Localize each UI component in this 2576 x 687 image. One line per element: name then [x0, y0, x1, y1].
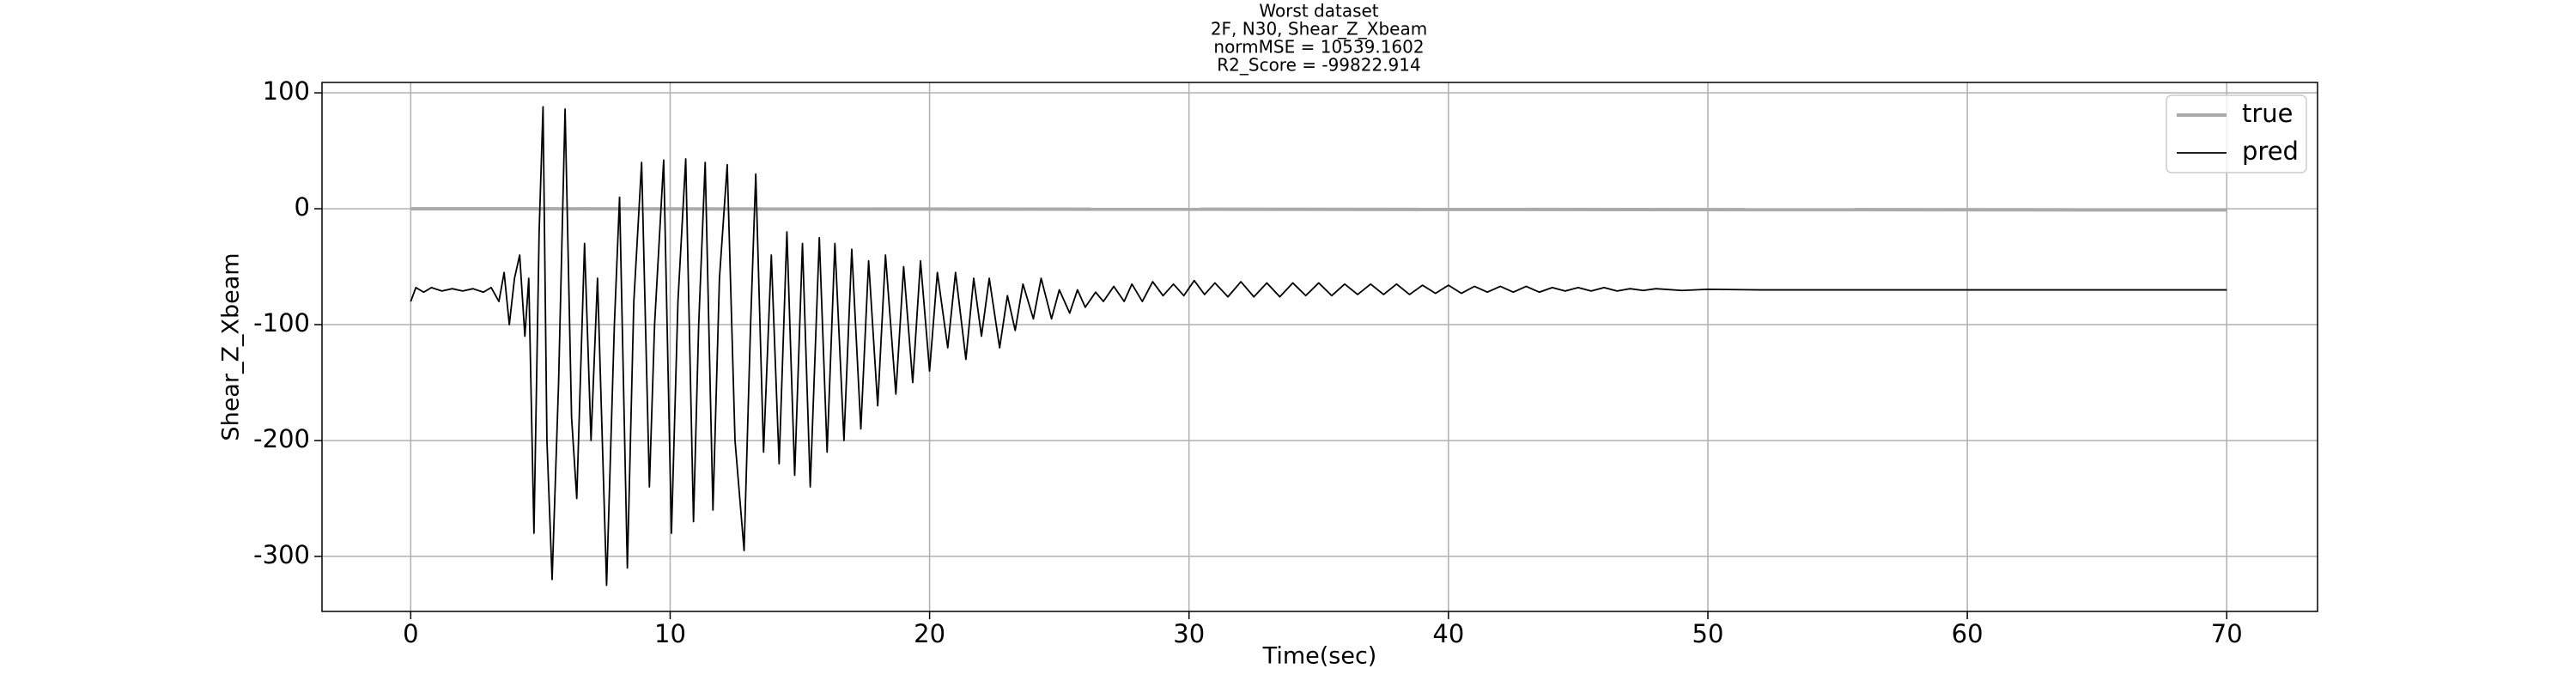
line-true [410, 207, 2227, 212]
legend-label: true [2242, 99, 2293, 128]
y-tick-label: -300 [253, 540, 310, 569]
y-axis-label: Shear_Z_Xbeam [218, 252, 245, 441]
x-tick-label: 70 [2211, 619, 2243, 648]
chart-title: 2F, N30, Shear_Z_Xbeam [1211, 19, 1427, 40]
chart-title: normMSE = 10539.1602 [1213, 37, 1424, 58]
y-tick-label: -200 [253, 424, 310, 453]
y-tick-label: 0 [295, 192, 310, 222]
chart-title: R2_Score = -99822.914 [1217, 55, 1420, 76]
x-axis-label: Time(sec) [1262, 643, 1377, 670]
line-pred [410, 106, 2227, 587]
plot-frame [321, 82, 2318, 612]
x-tick-label: 40 [1432, 619, 1464, 648]
chart-title: Worst dataset [1259, 1, 1378, 21]
y-tick-label: -100 [253, 308, 310, 337]
y-tick-label: 100 [263, 76, 310, 106]
x-tick-label: 10 [654, 619, 686, 648]
x-tick-label: 30 [1173, 619, 1205, 648]
x-tick-label: 50 [1692, 619, 1724, 648]
legend-label: pred [2242, 137, 2299, 166]
x-tick-label: 20 [914, 619, 945, 648]
x-tick-label: 60 [1952, 619, 1984, 648]
x-tick-label: 0 [403, 619, 418, 648]
